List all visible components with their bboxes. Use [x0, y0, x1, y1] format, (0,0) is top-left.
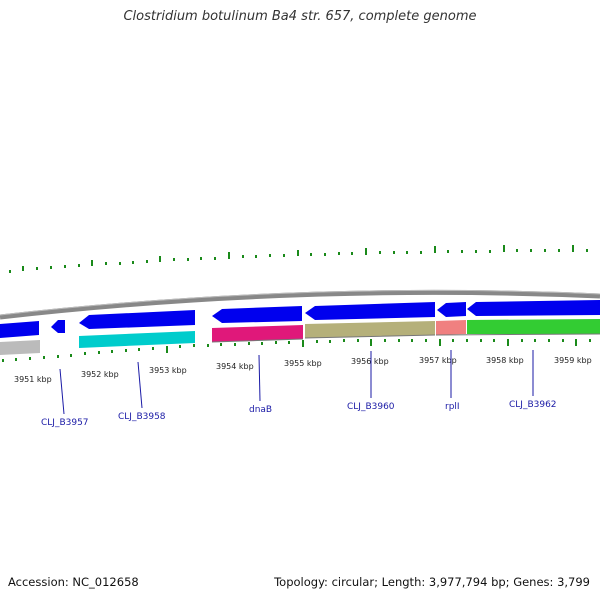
map-title: Clostridium botulinum Ba4 str. 657, comp…	[123, 9, 477, 24]
tick-label: 3958 kbp	[486, 356, 524, 365]
tick-label: 3956 kbp	[351, 357, 389, 366]
gene-arrow[interactable]	[212, 306, 302, 323]
gene-label[interactable]: CLJ_B3958	[118, 412, 166, 422]
forward-strand-features[interactable]	[0, 300, 600, 338]
outer-tick-band	[9, 245, 588, 273]
gene-label[interactable]: dnaB	[249, 405, 272, 415]
tick-label: 3952 kbp	[81, 370, 119, 379]
gene-arrow[interactable]	[0, 321, 39, 338]
tick-label: 3959 kbp	[554, 356, 592, 365]
gene-arrow[interactable]	[79, 310, 195, 329]
kbp-labels: 3951 kbp 3952 kbp 3953 kbp 3954 kbp 3955…	[14, 356, 592, 384]
gene-label[interactable]: CLJ_B3962	[509, 400, 557, 410]
gene-label[interactable]: CLJ_B3957	[41, 418, 89, 428]
tick-label: 3954 kbp	[216, 362, 254, 371]
gene-label[interactable]: rplI	[445, 402, 460, 412]
topology-summary: Topology: circular; Length: 3,977,794 bp…	[274, 575, 590, 589]
feature-block[interactable]	[79, 331, 195, 348]
gene-arrow[interactable]	[437, 302, 466, 317]
feature-block[interactable]	[212, 325, 303, 342]
scale-ticks	[2, 339, 591, 362]
tick-label: 3957 kbp	[419, 356, 457, 365]
gene-arrow[interactable]	[51, 320, 65, 333]
backbone-arc	[0, 289, 600, 320]
tick-label: 3955 kbp	[284, 359, 322, 368]
feature-block[interactable]	[0, 340, 40, 355]
gene-arrow[interactable]	[467, 300, 600, 316]
accession-label: Accession: NC_012658	[8, 575, 139, 589]
tick-label: 3951 kbp	[14, 375, 52, 384]
gene-labels[interactable]: CLJ_B3957 CLJ_B3958 dnaB CLJ_B3960 rplI …	[41, 400, 557, 428]
feature-block[interactable]	[436, 320, 466, 335]
feature-block[interactable]	[467, 319, 600, 334]
reverse-strand-features[interactable]	[0, 319, 600, 355]
gene-arrow[interactable]	[305, 302, 435, 320]
tick-label: 3953 kbp	[149, 366, 187, 375]
feature-block[interactable]	[305, 321, 435, 338]
gene-label[interactable]: CLJ_B3960	[347, 402, 395, 412]
gene-leader-lines	[59, 350, 534, 415]
